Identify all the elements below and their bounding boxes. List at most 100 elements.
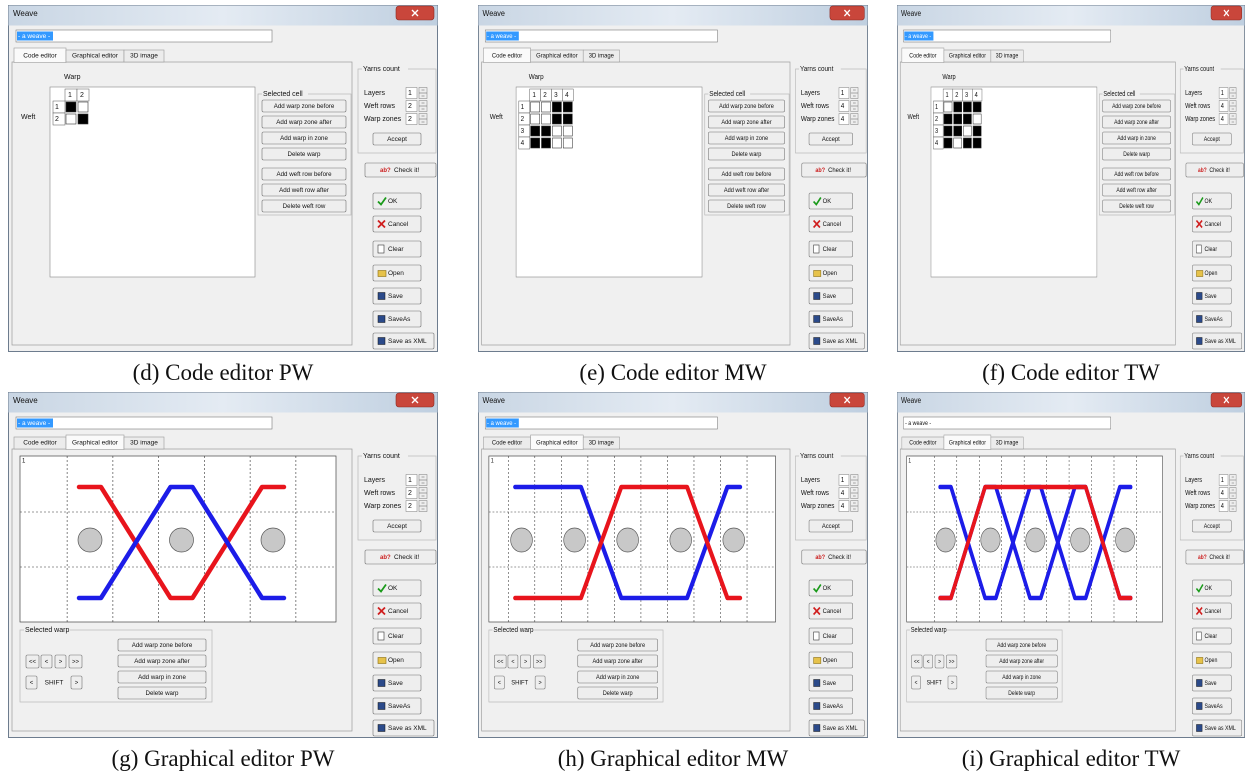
weave-cell[interactable] [963,126,971,136]
weave-cell[interactable] [78,114,88,124]
weave-cell[interactable] [954,114,962,124]
nav-button-label: >> [949,659,955,666]
col-header-label: 4 [565,92,569,99]
yarn-label: Layers [801,90,821,97]
row-header-label: 4 [935,139,939,147]
yarn-value: 1 [841,90,845,97]
shift-button-label: > [75,681,79,687]
weave-cell[interactable] [944,126,952,136]
tab-label: Graphical editor [72,53,119,60]
weft-section [511,528,533,552]
open-icon [378,271,386,277]
selected-warp-group-title: Selected warp [25,627,69,634]
weave-cell[interactable] [963,114,971,124]
yarn-value: 4 [1221,502,1225,510]
row-header-label: 1 [935,103,939,111]
weave-cell[interactable] [973,126,981,136]
yarn-label: Layers [801,477,821,484]
cell-button-label: Add weft row before [1114,172,1159,179]
action-label: Open [388,657,404,664]
yarns-count-group-title: Yarns count [800,66,833,73]
weave-cell[interactable] [552,102,561,112]
weave-cell[interactable] [541,138,550,148]
col-header-label: 2 [543,92,547,99]
dialog-screenshot: Weave- a weave -Code editorGraphical edi… [897,5,1245,352]
action-label: Open [823,657,838,664]
name-text: - a weave - [905,34,931,41]
name-field[interactable] [485,30,717,42]
weave-cell[interactable] [563,138,572,148]
row-header-label: 4 [521,140,525,147]
weave-cell[interactable] [552,114,561,124]
tab-label: Code editor [492,52,522,59]
weave-cell[interactable] [954,102,962,112]
weave-cell[interactable] [531,102,540,112]
weave-cell[interactable] [944,102,952,112]
col-header-label: 1 [946,91,950,99]
weave-cell[interactable] [973,102,981,112]
action-label: Cancel [1205,609,1221,616]
weave-cell[interactable] [531,114,540,124]
cell-button-label: Add weft row before [276,171,332,178]
action-label: Cancel [388,608,409,615]
action-label: Save as XML [388,338,427,345]
caption: (g) Graphical editor PW [0,746,458,772]
weave-cell[interactable] [944,138,952,148]
action-label: Save [1205,294,1218,301]
action-label: Save [388,680,403,687]
weave-cell[interactable] [78,102,88,112]
weave-cell[interactable] [963,102,971,112]
window-title: Weave [483,396,505,405]
warp-button-label: Add warp zone after [593,659,643,665]
weave-cell[interactable] [541,126,550,136]
check-label: Check it! [394,167,419,174]
action-label: Cancel [823,221,841,228]
name-text: - a weave - [18,33,50,40]
row-header-label: 1 [55,104,59,111]
weave-cell[interactable] [563,102,572,112]
clear-icon [1196,632,1201,640]
yarn-label: Warp zones [801,503,835,510]
check-icon: ab? [815,555,825,561]
action-label: Save [1205,681,1218,688]
weave-cell[interactable] [944,114,952,124]
yarn-value: 1 [841,477,845,484]
name-field[interactable] [485,417,717,429]
nav-button-label: < [45,660,49,666]
yarn-value: 1 [1221,89,1225,97]
window-title: Weave [13,9,38,18]
warp-label: Warp [64,74,81,81]
action-label: Save [823,293,837,300]
weave-cell[interactable] [541,114,550,124]
yarns-count-group-title: Yarns count [1184,452,1214,460]
name-field[interactable] [16,30,272,42]
weave-cell[interactable] [541,102,550,112]
weave-cell[interactable] [954,126,962,136]
tab-label: Graphical editor [536,439,578,446]
weave-cell[interactable] [552,126,561,136]
name-field[interactable] [903,30,1110,42]
weave-cell[interactable] [531,126,540,136]
name-field[interactable] [903,417,1110,429]
cell-button-label: Delete weft row [283,203,326,210]
action-label: OK [388,198,398,205]
save-as-icon [378,316,385,323]
warp-button-label: Add warp zone after [134,658,189,665]
yarn-label: Weft rows [801,490,830,497]
weave-cell[interactable] [66,114,76,124]
name-text: - a weave - [487,420,516,427]
clear-icon [378,632,384,640]
weave-cell[interactable] [552,138,561,148]
weave-cell[interactable] [531,138,540,148]
weave-cell[interactable] [66,102,76,112]
row-header-label: 1 [521,104,525,111]
weave-cell[interactable] [973,114,981,124]
weave-cell[interactable] [954,138,962,148]
weave-cell[interactable] [563,126,572,136]
weave-cell[interactable] [963,138,971,148]
weave-cell[interactable] [973,138,981,148]
yarn-label: Warp zones [801,116,835,123]
accept-button-label: Accept [1204,524,1220,531]
name-field[interactable] [16,417,272,429]
weave-cell[interactable] [563,114,572,124]
